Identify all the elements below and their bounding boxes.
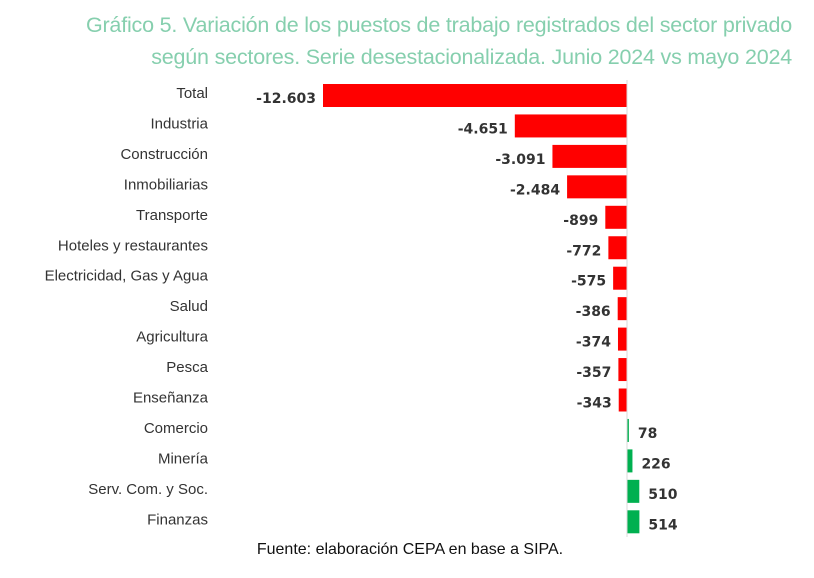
data-label: -899	[563, 213, 598, 229]
bar	[627, 510, 640, 534]
bar	[627, 449, 633, 473]
data-label: 510	[648, 487, 677, 503]
bar	[613, 266, 627, 290]
data-label: -2.484	[510, 182, 560, 198]
bar	[617, 327, 627, 351]
bar	[323, 84, 627, 107]
bar	[627, 418, 629, 442]
category-label: Minería	[158, 450, 209, 467]
category-label: Total	[176, 85, 208, 102]
bar	[617, 297, 627, 321]
bar	[618, 358, 627, 382]
chart-title-line-2: según sectores. Serie desestacionalizada…	[151, 45, 792, 69]
category-label: Pesca	[166, 359, 208, 376]
bar	[618, 388, 627, 412]
bar	[608, 236, 627, 260]
data-label: -374	[576, 335, 611, 351]
category-label: Hoteles y restaurantes	[58, 237, 208, 254]
category-label: Transporte	[136, 207, 208, 224]
data-label: -575	[571, 274, 606, 290]
data-label: -4.651	[458, 121, 508, 137]
data-label: -357	[576, 365, 611, 381]
bar	[552, 144, 627, 168]
category-label: Construcción	[120, 146, 208, 163]
category-label: Enseñanza	[133, 390, 209, 407]
source-note: Fuente: elaboración CEPA en base a SIPA.	[256, 541, 564, 558]
data-label: -386	[576, 304, 611, 320]
category-label: Serv. Com. y Soc.	[88, 481, 208, 498]
data-label: -772	[566, 243, 601, 259]
category-label: Comercio	[144, 420, 208, 437]
bar	[514, 114, 627, 138]
category-label: Inmobiliarias	[124, 176, 208, 193]
data-label: -3.091	[495, 152, 545, 168]
bar	[567, 175, 627, 199]
bar	[627, 479, 640, 503]
category-label: Agricultura	[136, 329, 208, 346]
data-label: -343	[577, 396, 612, 412]
category-label: Industria	[150, 115, 208, 132]
data-label: 226	[641, 456, 670, 472]
bar	[605, 205, 627, 229]
category-label: Salud	[170, 298, 208, 315]
data-label: 514	[648, 517, 677, 533]
data-label: 78	[638, 426, 657, 442]
data-label: -12.603	[256, 91, 316, 107]
category-label: Finanzas	[147, 511, 208, 528]
chart-title-line-1: Gráfico 5. Variación de los puestos de t…	[85, 13, 792, 37]
category-label: Electricidad, Gas y Agua	[45, 268, 209, 285]
